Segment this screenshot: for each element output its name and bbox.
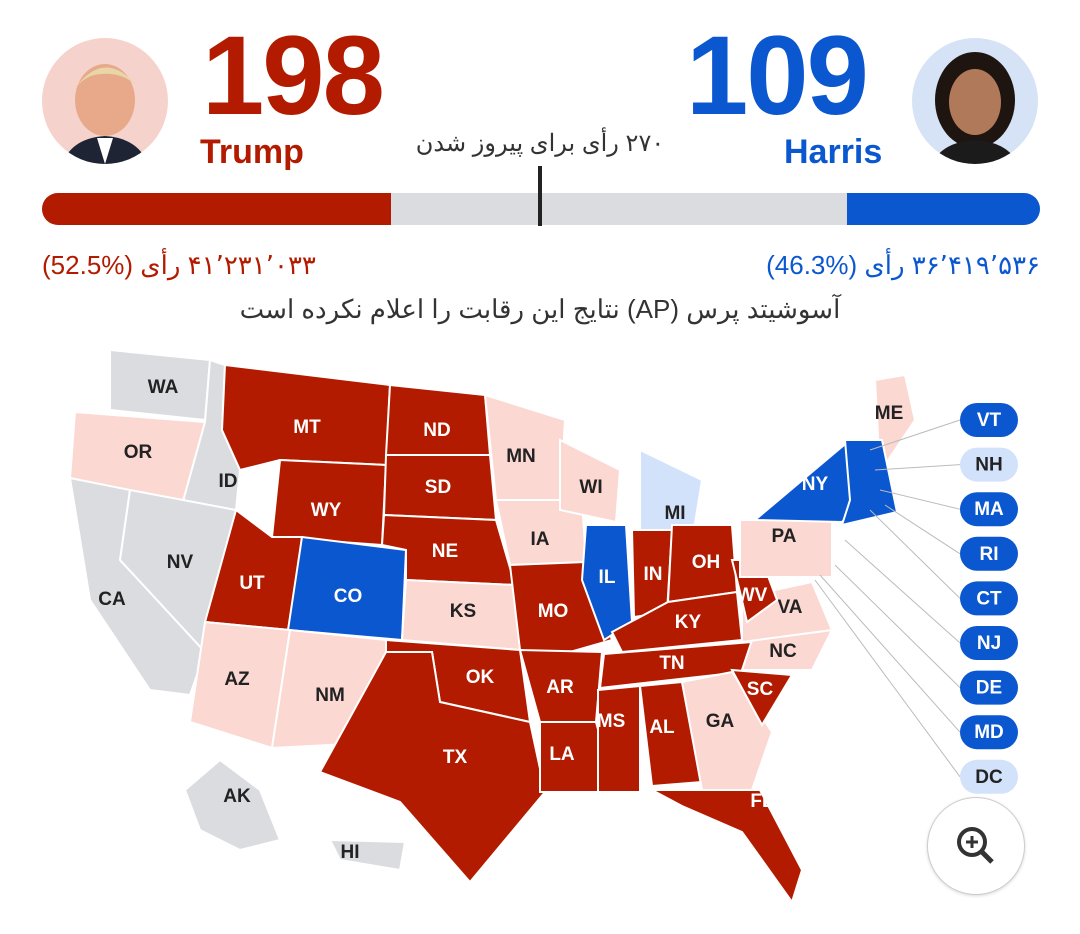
state-bubble-ct[interactable]	[960, 581, 1018, 616]
state-label-tx: TX	[443, 747, 468, 768]
state-bubble-label: RI	[980, 544, 999, 565]
state-bubble-label: CT	[976, 588, 1002, 609]
harris-electoral-votes: 109	[686, 13, 869, 138]
state-label-oh: OH	[692, 552, 721, 573]
state-label-sd: SD	[425, 477, 451, 498]
state-wi[interactable]	[559, 438, 622, 524]
state-label-ne: NE	[432, 541, 458, 562]
harris-avatar	[912, 38, 1038, 164]
leader-line	[884, 504, 961, 555]
state-label-mo: MO	[538, 601, 569, 622]
trump-name: Trump	[200, 133, 304, 171]
ap-notice: آسوشیتد پرس (AP) نتایج این رقابت را اعلا…	[239, 294, 841, 324]
state-ky[interactable]	[610, 590, 744, 654]
zoom-in-icon	[957, 827, 994, 864]
state-label-wa: WA	[148, 377, 179, 398]
state-ms[interactable]	[597, 684, 641, 793]
state-label-nc: NC	[769, 641, 797, 662]
harris-name: Harris	[784, 133, 883, 171]
leader-line	[834, 564, 961, 688]
state-bubble-label: DC	[975, 767, 1003, 788]
state-label-al: AL	[649, 717, 675, 738]
state-bubble-ma[interactable]	[960, 492, 1018, 527]
state-label-hi: HI	[341, 842, 360, 863]
leader-line	[869, 509, 961, 599]
state-bubble-nj[interactable]	[960, 626, 1018, 660]
state-ne-blob[interactable]	[840, 439, 899, 527]
state-label-ca: CA	[98, 589, 126, 610]
state-label-id: ID	[219, 471, 238, 492]
leader-line	[844, 539, 961, 644]
trump-electoral-votes: 198	[202, 13, 385, 138]
state-bubble-label: MD	[974, 722, 1004, 743]
state-label-in: IN	[644, 564, 663, 585]
state-label-wy: WY	[311, 500, 342, 521]
state-label-sc: SC	[747, 679, 774, 700]
trump-avatar	[42, 38, 168, 164]
state-sc[interactable]	[730, 668, 794, 728]
state-label-nv: NV	[167, 552, 194, 573]
state-label-ky: KY	[675, 612, 702, 633]
state-bubble-label: NH	[975, 455, 1002, 476]
trump-popular-vote: ۴۱٬۲۳۱٬۰۳۳ رأی (%52.5)	[42, 250, 316, 280]
state-label-me: ME	[875, 403, 904, 424]
leader-line	[819, 574, 961, 733]
state-label-co: CO	[334, 586, 363, 607]
state-label-ak: AK	[223, 786, 251, 807]
state-label-nm: NM	[315, 685, 345, 706]
zoom-in-button[interactable]	[927, 797, 1025, 895]
state-label-mt: MT	[293, 417, 321, 438]
state-label-nd: ND	[423, 420, 450, 441]
state-label-ut: UT	[239, 573, 265, 594]
state-bubble-md[interactable]	[960, 715, 1018, 750]
state-label-ga: GA	[706, 711, 735, 732]
state-label-pa: PA	[772, 526, 797, 547]
state-label-ny: NY	[802, 474, 829, 495]
state-hi[interactable]	[328, 838, 407, 872]
state-bubble-label: VT	[977, 410, 1002, 431]
state-bubble-dc[interactable]	[960, 759, 1018, 794]
state-label-ks: KS	[450, 601, 476, 622]
state-bubble-label: MA	[974, 499, 1004, 520]
state-label-ok: OK	[466, 667, 495, 688]
state-label-tn: TN	[659, 653, 684, 674]
state-label-mn: MN	[506, 446, 536, 467]
leader-line	[869, 419, 961, 451]
leader-line	[874, 464, 961, 471]
state-bubble-nh[interactable]	[960, 447, 1018, 482]
state-label-mi: MI	[664, 503, 685, 524]
state-label-ar: AR	[546, 677, 574, 698]
trump-bar-fill	[42, 193, 391, 225]
state-label-az: AZ	[224, 669, 250, 690]
state-label-ia: IA	[531, 529, 550, 550]
leader-line	[879, 489, 961, 510]
state-ak[interactable]	[183, 758, 282, 852]
state-label-wv: WV	[737, 585, 768, 606]
threshold-label: ۲۷۰ رأی برای پیروز شدن	[415, 130, 665, 157]
threshold-marker	[538, 166, 542, 226]
harris-bar-fill	[847, 193, 1040, 225]
state-bubble-de[interactable]	[960, 670, 1018, 705]
state-label-or: OR	[124, 442, 153, 463]
state-bubble-label: DE	[976, 678, 1002, 699]
state-label-ms: MS	[597, 711, 626, 732]
state-label-fl: FL	[750, 791, 774, 812]
state-label-il: IL	[599, 567, 616, 588]
state-fl[interactable]	[651, 789, 804, 905]
state-label-va: VA	[778, 597, 803, 618]
state-label-wi: WI	[579, 477, 602, 498]
state-bubble-vt[interactable]	[960, 403, 1018, 437]
harris-popular-vote: ۳۶٬۴۱۹٬۵۳۶ رأی (%46.3)	[766, 250, 1040, 280]
state-bubble-ri[interactable]	[960, 536, 1018, 571]
state-bubble-label: NJ	[977, 633, 1001, 654]
leader-line	[814, 579, 961, 778]
state-label-la: LA	[549, 744, 575, 765]
